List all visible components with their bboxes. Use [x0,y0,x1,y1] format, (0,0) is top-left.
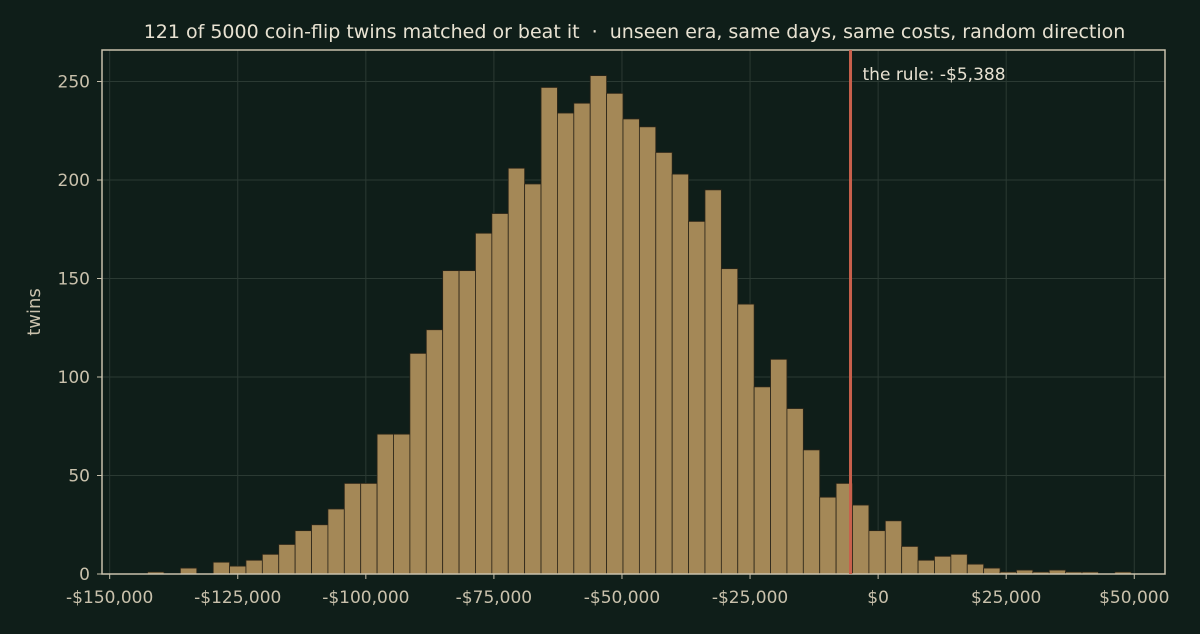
histogram-bar [720,268,739,575]
histogram-bar [475,232,493,575]
histogram-bar [655,152,673,575]
histogram-bar [179,567,198,575]
histogram-bar [491,213,509,575]
histogram-bar [311,524,329,575]
histogram-bar [229,565,247,575]
histogram-bar [753,386,771,575]
histogram-bar [704,189,722,575]
histogram-bar [852,504,870,575]
histogram-bar [737,303,755,575]
y-tick-label: 100 [58,368,90,388]
y-tick-label: 0 [79,565,90,585]
x-tick-label: $25,000 [971,588,1041,608]
histogram-bar [507,167,526,575]
histogram-bar [360,482,378,575]
histogram-bar [786,408,804,575]
histogram-bar [868,530,886,575]
x-tick-label: -$150,000 [66,588,153,608]
histogram-bar [917,559,935,575]
histogram-bar [671,173,689,575]
y-tick-label: 200 [58,171,90,191]
histogram-bar [524,183,542,575]
y-tick-label: 50 [68,467,90,487]
histogram-bar [589,75,608,575]
x-tick-label: $0 [867,588,889,608]
histogram-bar [540,87,558,575]
x-tick-label: -$75,000 [456,588,532,608]
histogram-bar [294,530,312,575]
plot-frame [101,49,1166,575]
histogram-bar [802,449,821,575]
histogram-bar [884,520,903,575]
histogram-bar [327,508,345,575]
histogram-bar [688,220,706,575]
y-axis: 0 50 100 150 200 250 [58,73,102,585]
histogram-bar [376,433,394,575]
histogram-bar [819,496,837,575]
chart-title: 121 of 5000 coin-flip twins matched or b… [144,21,1126,43]
histogram-bar [409,352,427,575]
histogram-bar [966,563,985,575]
histogram-bar [343,482,362,575]
x-tick-label: $50,000 [1099,588,1169,608]
histogram-bar [245,559,263,575]
histogram-bar [393,433,411,575]
rule-marker-label: the rule: -$5,388 [863,65,1006,85]
histogram-bar [622,118,640,575]
histogram-bar [901,546,919,575]
histogram-bar [425,329,444,575]
y-tick-label: 150 [58,270,90,290]
histogram-bar [442,270,460,575]
histogram-bar [950,553,968,575]
histogram-bar [606,92,624,575]
histogram-bar [934,555,952,575]
histogram-bar [573,102,591,575]
histogram-bar [212,561,230,575]
x-tick-label: -$25,000 [712,588,788,608]
x-tick-label: -$50,000 [584,588,660,608]
histogram-bar [557,112,575,575]
y-axis-label: twins [24,288,45,336]
histogram-bar [458,270,476,575]
histogram-bar [261,553,280,575]
x-tick-label: -$125,000 [194,588,281,608]
y-tick-label: 250 [58,73,90,93]
bars-layer [147,75,1132,575]
x-axis: -$150,000 -$125,000 -$100,000 -$75,000 -$50,… [66,574,1169,608]
histogram-bar [983,567,1001,575]
x-tick-label: -$100,000 [322,588,409,608]
histogram-bar [278,544,296,575]
histogram-bar [638,126,657,575]
histogram-bar [770,358,788,575]
